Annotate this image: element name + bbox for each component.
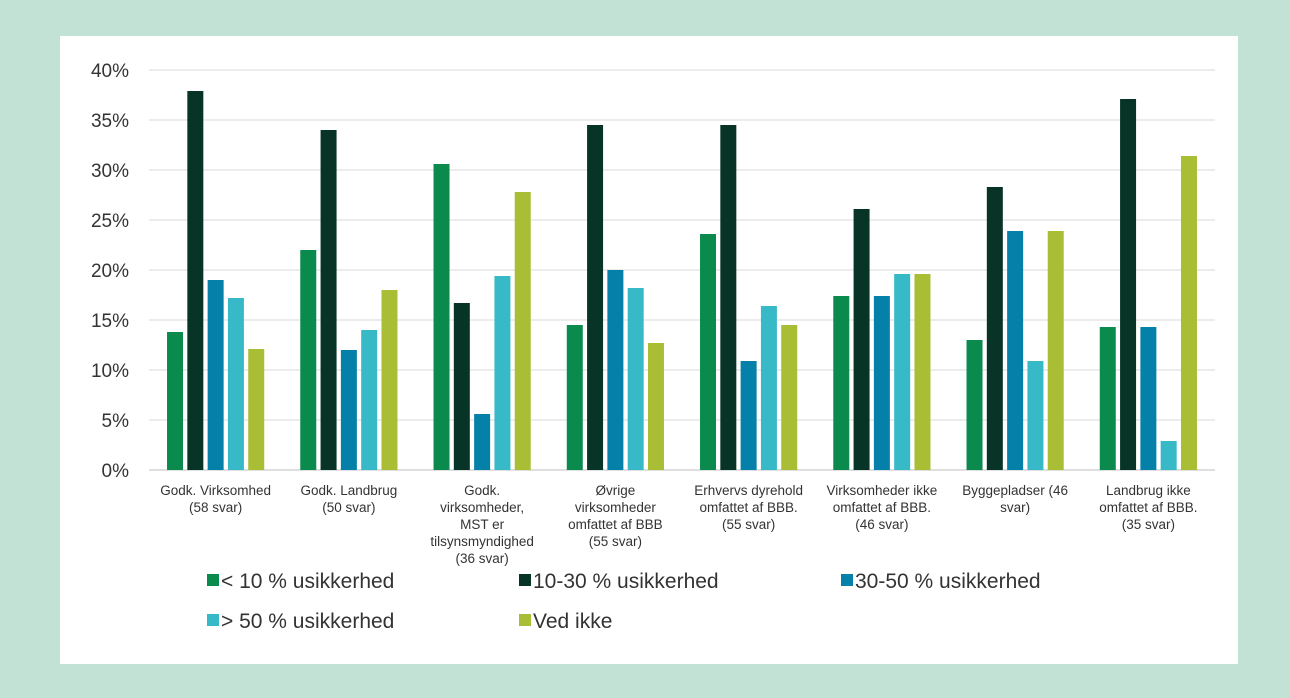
y-tick-label: 20%: [91, 261, 129, 282]
bar: [1007, 231, 1024, 470]
bar: [740, 361, 757, 470]
bar: [587, 125, 604, 470]
legend-label: Ved ikke: [533, 610, 612, 633]
bar: [607, 270, 624, 470]
legend-swatch: [841, 574, 853, 586]
bar: [1120, 99, 1137, 470]
bar: [566, 325, 583, 470]
bar: [627, 288, 644, 470]
legend-swatch: [207, 574, 219, 586]
y-tick-label: 10%: [91, 361, 129, 382]
bar: [361, 330, 378, 470]
x-category-label: Godk. Landbrug (50 svar): [300, 483, 397, 515]
bar: [894, 274, 911, 470]
bar: [986, 187, 1003, 470]
y-tick-label: 35%: [91, 111, 129, 132]
bar: [1099, 327, 1116, 470]
bar: [647, 343, 664, 470]
bar: [1047, 231, 1064, 470]
bar: [914, 274, 931, 470]
bar: [700, 234, 717, 470]
x-category-label: Virksomheder ikke omfattet af BBB. (46 sva…: [826, 483, 937, 532]
bar: [873, 296, 890, 470]
bar: [340, 350, 357, 470]
bar: [1180, 156, 1197, 470]
bar: [300, 250, 317, 470]
bar: [453, 303, 470, 470]
y-tick-label: 5%: [102, 411, 130, 432]
y-tick-label: 25%: [91, 211, 129, 232]
x-category-label: Øvrige virksomheder omfattet af BBB (55 sva…: [568, 483, 663, 549]
bar: [474, 414, 491, 470]
bar: [1027, 361, 1044, 470]
bar: [433, 164, 450, 470]
legend-label: 10-30 % usikkerhed: [533, 570, 719, 593]
legend-label: > 50 % usikkerhed: [221, 610, 394, 633]
bar: [167, 332, 184, 470]
x-category-label: Byggepladser (46 svar): [962, 483, 1068, 515]
x-category-label: Godk. virksomheder, MST er tilsynsmyndighed…: [430, 483, 534, 566]
bar: [781, 325, 798, 470]
legend-label: < 10 % usikkerhed: [221, 570, 394, 593]
bar: [320, 130, 337, 470]
x-category-label: Godk. Virksomhed (58 svar): [160, 483, 271, 515]
bar-chart: 0% 5% 10% 15% 20% 25% 30% 35% 40% Godk. Virksomh…: [91, 61, 1215, 633]
x-category-label: Erhvervs dyrehold omfattet af BBB. (55 sva…: [694, 483, 803, 532]
x-category-label: Landbrug ikke omfattet af BBB. (35 svar): [1099, 483, 1197, 532]
y-tick-label: 0%: [102, 461, 130, 482]
bar: [853, 209, 870, 470]
legend-swatch: [519, 574, 531, 586]
bar: [494, 276, 511, 470]
bar: [207, 280, 224, 470]
bar: [187, 91, 204, 470]
bar: [227, 298, 244, 470]
y-tick-label: 40%: [91, 61, 129, 82]
legend-swatch: [207, 614, 219, 626]
bar: [1160, 441, 1177, 470]
bar: [720, 125, 737, 470]
legend-swatch: [519, 614, 531, 626]
bar: [514, 192, 531, 470]
legend-label: 30-50 % usikkerhed: [855, 570, 1041, 593]
bar: [248, 349, 265, 470]
bar: [966, 340, 983, 470]
bar: [833, 296, 850, 470]
bar: [381, 290, 398, 470]
chart-panel: 0% 5% 10% 15% 20% 25% 30% 35% 40% Godk. Virksomh…: [60, 36, 1238, 664]
bar: [1140, 327, 1157, 470]
y-tick-label: 30%: [91, 161, 129, 182]
y-tick-label: 15%: [91, 311, 129, 332]
bar: [760, 306, 777, 470]
